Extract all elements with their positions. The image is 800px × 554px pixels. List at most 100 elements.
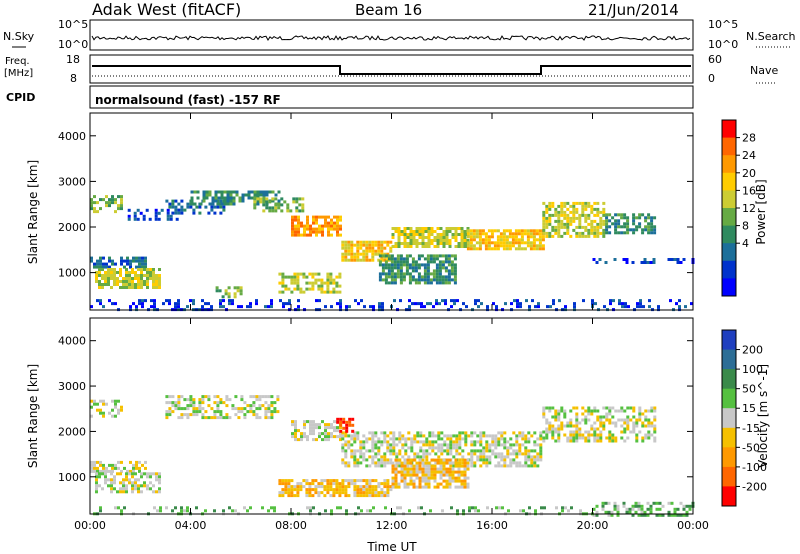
power-colorbar-swatch [722, 190, 736, 209]
velocity-ytick-label: 3000 [58, 380, 86, 393]
power-ylabel: Slant Range [km] [26, 160, 40, 264]
power-echo-band [605, 213, 657, 235]
velocity-colorbar: 200 100 50 15 -15 -50 -100 -200 [721, 329, 767, 507]
power-echo-band [466, 229, 545, 251]
power-yticks: 1000 2000 3000 4000 [58, 130, 693, 280]
freq-label-1: Freq. [5, 56, 30, 67]
power-colorbar-tick-label: 28 [742, 132, 756, 145]
power-echo-band [378, 254, 457, 285]
velocity-ytick-label: 2000 [58, 425, 86, 438]
power-echo-band [391, 227, 470, 248]
nsearch-label: N.Search [746, 30, 796, 43]
power-colorbar-swatch [722, 260, 736, 279]
power-colorbar-tick-label: 20 [742, 167, 756, 180]
power-echo-band [291, 215, 342, 237]
velocity-colorbar-tick-label: -50 [742, 441, 760, 454]
nsky-trace [91, 35, 691, 41]
velocity-colorbar-swatch [722, 369, 736, 390]
velocity-echo-band [391, 458, 470, 489]
velocity-ytick-label: 1000 [58, 471, 86, 484]
power-colorbar-swatch [722, 137, 736, 156]
station-title: Adak West (fitACF) [92, 0, 241, 19]
freq-label-2: [MHz] [4, 68, 33, 79]
velocity-xtick-label: 16:00 [476, 519, 508, 532]
velocity-cells [90, 395, 695, 517]
cpid-value: normalsound (fast) -157 RF [95, 93, 281, 107]
velocity-colorbar-tick-label: 200 [742, 344, 763, 357]
freq-tick-top: 18 [66, 53, 80, 66]
power-echo-band [90, 256, 147, 269]
velocity-colorbar-tick-label: 15 [742, 402, 756, 415]
velocity-colorbar-swatch [722, 427, 736, 448]
power-ytick-label: 4000 [58, 130, 86, 143]
freq-tick-bottom: 8 [70, 72, 77, 85]
nave-tick-bottom: 0 [708, 72, 715, 85]
power-echo-band [278, 272, 342, 294]
velocity-xticks: 00:00 04:00 08:00 12:00 16:00 20:00 00:00 [74, 318, 709, 532]
velocity-echo-band [165, 395, 280, 420]
beam-title: Beam 16 [355, 1, 422, 19]
velocity-colorbar-swatch [722, 349, 736, 370]
power-colorbar-tick-label: 12 [742, 202, 756, 215]
date-title: 21/Jun/2014 [588, 1, 679, 19]
power-panel: 1000 2000 3000 4000 Slant Range [km] 28 24 20… [26, 112, 768, 312]
velocity-colorbar-tick-label: -15 [742, 422, 760, 435]
power-colorbar-swatch [722, 278, 736, 297]
velocity-ytick-label: 4000 [58, 335, 86, 348]
velocity-echo-band [592, 501, 695, 517]
freq-frame [89, 54, 694, 84]
cpid-label: CPID [6, 91, 35, 104]
power-colorbar-tick-label: 4 [742, 237, 749, 250]
power-echo-band [215, 286, 243, 299]
nsky-label: N.Sky [3, 30, 35, 43]
velocity-panel: 1000 2000 3000 4000 Slant Range [km] 200 100… [26, 317, 770, 554]
power-colorbar-swatch [722, 172, 736, 191]
power-colorbar-swatch [722, 243, 736, 262]
power-echo-band [95, 268, 161, 289]
power-ytick-label: 3000 [58, 175, 86, 188]
velocity-colorbar-swatch [722, 408, 736, 429]
velocity-colorbar-tick-label: 50 [742, 383, 756, 396]
power-colorbar-swatch [722, 225, 736, 244]
power-colorbar-swatch [722, 120, 736, 139]
power-echo-band [341, 240, 393, 262]
power-colorbar: 28 24 20 16 12 8 4 [721, 119, 756, 297]
velocity-colorbar-tick-label: 100 [742, 363, 763, 376]
velocity-colorbar-frame [721, 329, 737, 507]
power-colorbar-tick-label: 8 [742, 220, 749, 233]
power-colorbar-label: Power [dB] [754, 179, 768, 244]
velocity-echo-band [336, 417, 355, 433]
power-echo-band [90, 195, 123, 214]
velocity-colorbar-swatch [722, 447, 736, 468]
power-colorbar-swatch [722, 208, 736, 227]
nsearch-tick-top: 10^5 [708, 18, 738, 31]
freq-panel: Freq. [MHz] 18 8 60 0 Nave [4, 53, 778, 85]
velocity-xtick-label: 20:00 [577, 519, 609, 532]
velocity-colorbar-swatch [722, 388, 736, 409]
velocity-xtick-label: 04:00 [175, 519, 207, 532]
power-echo-band [542, 201, 606, 238]
cpid-frame [89, 85, 694, 109]
power-ytick-label: 1000 [58, 267, 86, 280]
nave-label: Nave [750, 64, 778, 77]
velocity-ylabel: Slant Range [km] [26, 364, 40, 468]
power-echo-band [253, 197, 305, 213]
time-xlabel: Time UT [366, 540, 417, 554]
velocity-xtick-label: 00:00 [677, 519, 709, 532]
velocity-colorbar-label: Velocity [m s^-1] [756, 364, 770, 468]
power-xticks [89, 113, 694, 310]
velocity-echo-band [95, 472, 161, 494]
velocity-echo-band [278, 479, 393, 498]
nsearch-tick-bottom: 10^0 [708, 38, 738, 51]
velocity-xtick-label: 08:00 [275, 519, 307, 532]
nsky-panel: N.Sky 10^5 10^0 10^5 10^0 N.Search [3, 18, 796, 51]
power-echo-band [165, 199, 229, 215]
velocity-echo-band [542, 406, 657, 443]
velocity-echo-band [291, 420, 342, 442]
velocity-colorbar-tick-label: -200 [742, 480, 767, 493]
power-echo-band [127, 208, 179, 221]
velocity-colorbar-swatch [722, 330, 736, 351]
power-echo-band [592, 258, 695, 264]
velocity-echo-band [90, 460, 147, 473]
